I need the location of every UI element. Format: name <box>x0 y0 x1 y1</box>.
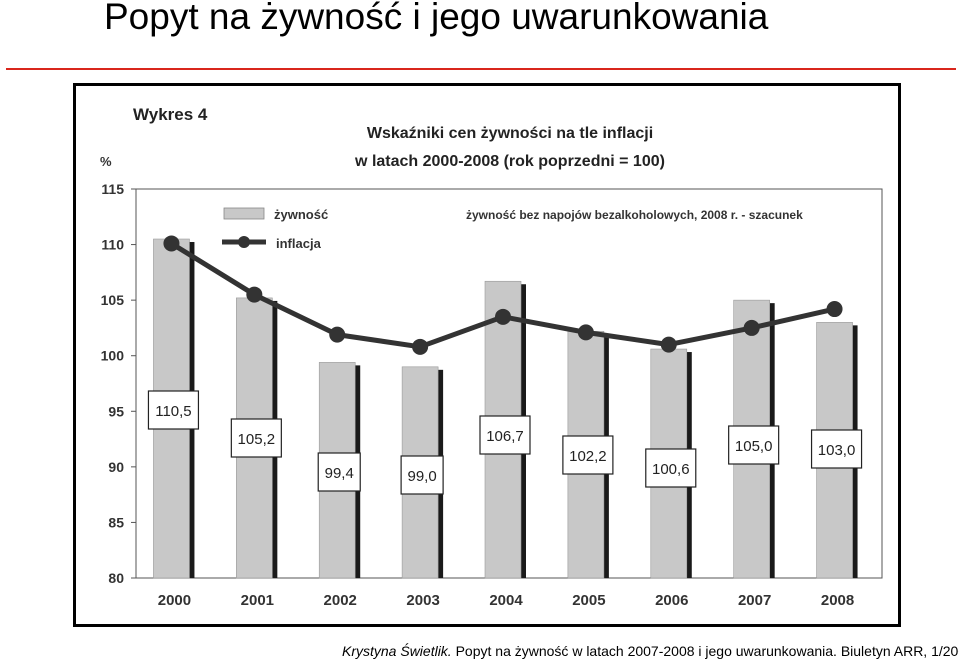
inflation-point <box>577 324 594 341</box>
value-label-box <box>645 448 697 488</box>
value-label-box <box>562 435 614 475</box>
x-tick-label: 2007 <box>738 592 771 609</box>
inflation-point <box>660 336 677 353</box>
chart-label: Wykres 4 <box>133 105 208 124</box>
x-tick-label: 2000 <box>158 592 191 609</box>
x-tick-label: 2006 <box>655 592 688 609</box>
caption-text: Popyt na żywność w latach 2007-2008 i je… <box>451 643 959 659</box>
inflation-point <box>412 338 429 355</box>
value-label: 100,6 <box>652 461 690 478</box>
value-label: 106,7 <box>486 428 524 445</box>
y-tick-label: 85 <box>108 514 124 530</box>
source-caption: Krystyna Świetlik. Popyt na żywność w la… <box>342 643 959 659</box>
y-tick-label: 100 <box>101 348 125 364</box>
y-tick-label: 95 <box>108 403 124 419</box>
inflation-point <box>329 326 346 343</box>
legend-swatch-bars <box>223 207 265 220</box>
value-label-box <box>810 429 863 469</box>
x-tick-label: 2003 <box>406 592 439 609</box>
value-label: 105,2 <box>238 431 276 448</box>
inflation-point <box>495 308 511 325</box>
caption-author: Krystyna Świetlik. <box>342 643 452 659</box>
y-tick-label: 105 <box>101 292 125 308</box>
legend-label-line: inflacja <box>276 236 322 251</box>
x-tick-label: 2008 <box>821 592 854 609</box>
inflation-point <box>743 319 760 336</box>
inflation-point <box>163 235 180 252</box>
inflation-point <box>826 301 843 318</box>
value-label: 103,0 <box>818 442 856 459</box>
value-label-box <box>479 415 531 455</box>
value-label: 99,0 <box>408 468 437 485</box>
legend-label-bars: żywność <box>274 207 328 222</box>
value-label: 99,4 <box>325 465 354 482</box>
slide-title: Popyt na żywność i jego uwarunkowania <box>104 0 769 37</box>
y-axis-unit: % <box>100 154 112 169</box>
value-label: 102,2 <box>569 448 607 465</box>
value-label-box <box>400 455 444 495</box>
y-tick-label: 80 <box>108 570 124 586</box>
value-label-box <box>230 418 282 458</box>
value-label-box <box>147 390 200 430</box>
chart-note: żywność bez napojów bezalkoholowych, 200… <box>466 208 803 222</box>
chart-subtitle: w latach 2000-2008 (rok poprzedni = 100) <box>354 153 665 170</box>
x-tick-label: 2001 <box>241 592 274 609</box>
x-tick-label: 2004 <box>489 592 523 609</box>
x-tick-label: 2005 <box>572 592 605 609</box>
chart-frame: Wykres 4 Wskaźniki cen żywności na tle in… <box>73 83 901 627</box>
legend-swatch-marker <box>238 236 250 248</box>
title-divider <box>6 68 956 70</box>
chart-title: Wskaźniki cen żywności na tle inflacji <box>367 125 653 142</box>
value-label-box <box>317 452 361 492</box>
x-tick-label: 2002 <box>324 592 357 609</box>
value-label: 105,0 <box>735 438 773 455</box>
inflation-point <box>246 286 263 303</box>
y-tick-label: 90 <box>108 459 124 475</box>
value-label-box <box>728 425 780 465</box>
value-label: 110,5 <box>155 403 191 420</box>
y-tick-label: 115 <box>101 181 124 197</box>
y-tick-label: 110 <box>101 237 124 253</box>
chart: Wykres 4 Wskaźniki cen żywności na tle in… <box>100 105 883 609</box>
